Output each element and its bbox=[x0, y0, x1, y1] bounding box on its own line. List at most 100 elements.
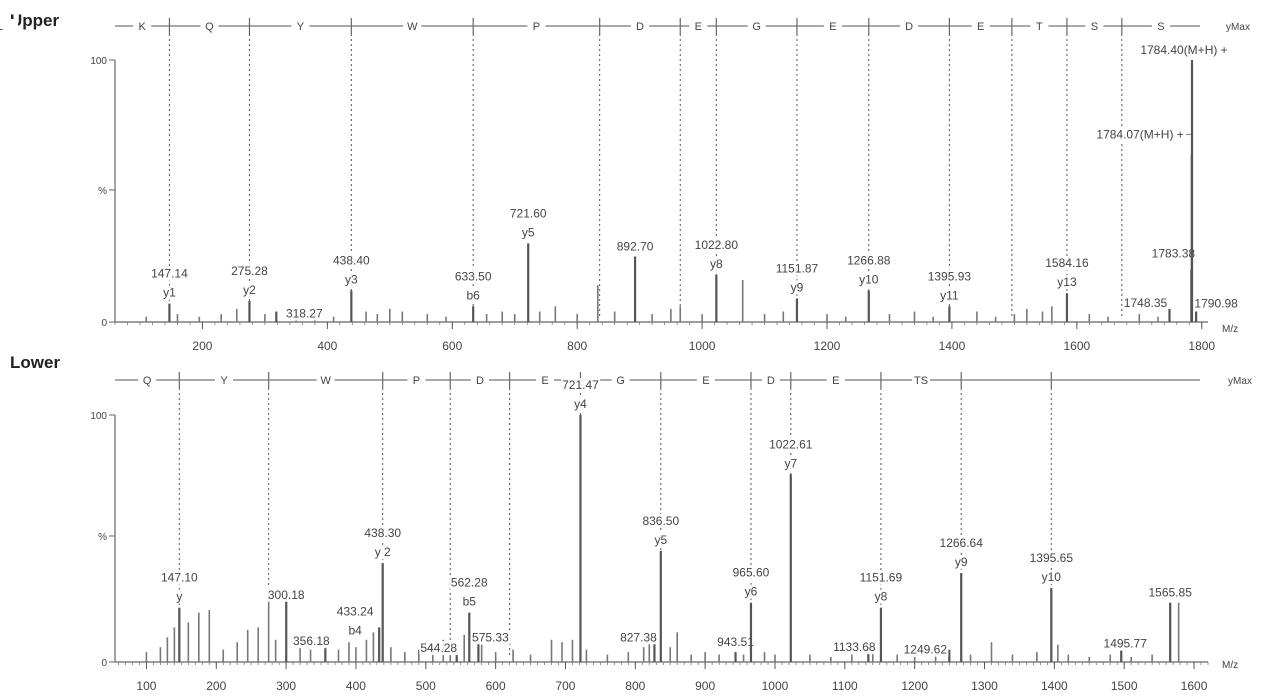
peak-label: 943.51 bbox=[717, 635, 754, 649]
peak-label-bg bbox=[832, 640, 877, 655]
peak-label-bg bbox=[902, 642, 949, 657]
x-tick-label: 300 bbox=[276, 679, 296, 693]
sequence-residue-label: S bbox=[1091, 21, 1098, 33]
ion-label-bg bbox=[373, 545, 393, 560]
peak-label: 300.18 bbox=[268, 588, 305, 602]
peak-label-bg bbox=[619, 630, 659, 645]
y-tick-label: 0 bbox=[101, 658, 107, 669]
residue-bg bbox=[200, 19, 219, 33]
peak-label-bg bbox=[1044, 256, 1090, 271]
ion-label-bg bbox=[343, 272, 359, 287]
ion-label-bg bbox=[783, 456, 799, 471]
ion-label: y bbox=[176, 590, 182, 604]
x-tick-label: 600 bbox=[486, 679, 506, 693]
x-axis-label: M/z bbox=[1222, 660, 1238, 671]
sequence-residue-label: D bbox=[636, 21, 644, 33]
peak-label-bg bbox=[284, 306, 324, 321]
residue-bg bbox=[912, 373, 931, 387]
ion-label-bg bbox=[743, 584, 759, 599]
ion-label: y11 bbox=[940, 288, 959, 302]
ion-label-bg bbox=[873, 589, 889, 604]
x-tick-label: 500 bbox=[416, 679, 436, 693]
x-tick-label: 1800 bbox=[1188, 339, 1215, 353]
residue-bg bbox=[761, 373, 780, 387]
residue-bg bbox=[407, 373, 426, 387]
residue-bg bbox=[214, 373, 233, 387]
peak-label: 1748.35 bbox=[1124, 296, 1168, 310]
ion-label-bg bbox=[1056, 275, 1078, 290]
peak-label: 1565.85 bbox=[1148, 586, 1192, 600]
peak-label: 827.38 bbox=[620, 630, 657, 644]
peak-label: 318.27 bbox=[286, 307, 323, 321]
residue-bg bbox=[316, 373, 335, 387]
ion-label-bg bbox=[789, 280, 805, 295]
y-axis-label: % bbox=[98, 532, 107, 543]
residue-bg bbox=[689, 19, 708, 33]
peak-label: 1783.38 bbox=[1152, 247, 1196, 261]
ion-label: y1 bbox=[163, 286, 176, 300]
sequence-residue-label: K bbox=[139, 21, 147, 33]
residue-bg bbox=[611, 373, 630, 387]
ion-label: y9 bbox=[791, 280, 804, 294]
residue-bg bbox=[1151, 19, 1170, 33]
ion-label-bg bbox=[708, 256, 724, 271]
peak-label: 1790.98 bbox=[1194, 297, 1238, 311]
peak-label: 1022.80 bbox=[695, 238, 739, 252]
peak-label: 836.50 bbox=[642, 514, 679, 528]
ion-label: y2 bbox=[243, 283, 256, 297]
peak-label: 275.28 bbox=[231, 264, 268, 278]
ymax-bg bbox=[1206, 19, 1272, 33]
peak-label-bg bbox=[335, 604, 375, 619]
peak-label: 356.18 bbox=[293, 634, 330, 648]
x-tick-label: 1600 bbox=[1181, 679, 1208, 693]
peak-label-bg bbox=[266, 587, 306, 602]
ion-label: y3 bbox=[345, 273, 358, 287]
peak-label-bg bbox=[331, 253, 372, 268]
peak-label: 633.50 bbox=[455, 269, 492, 283]
x-tick-label: 1400 bbox=[1041, 679, 1068, 693]
peak-label-bg bbox=[508, 206, 548, 221]
ion-label-bg bbox=[653, 532, 669, 547]
ymax-label: yMax bbox=[1226, 22, 1250, 33]
peak-label-bg bbox=[1102, 636, 1149, 651]
residue-bg bbox=[1085, 19, 1104, 33]
peak-label-bg bbox=[1150, 246, 1197, 261]
peak-label: 965.60 bbox=[733, 566, 770, 580]
peak-label: 1395.93 bbox=[928, 269, 972, 283]
ion-label: y8 bbox=[875, 590, 888, 604]
peak-label: 1784.40(M+H) + bbox=[1140, 43, 1227, 57]
lower-spectrum-panel: Lower Q Y W P D E G E D E TS yMax 100% 0 100 200 300 400 50… bbox=[10, 353, 1274, 693]
y-tick-label: 100 bbox=[90, 56, 107, 67]
sequence-residue-label: E bbox=[832, 375, 839, 387]
sequence-residue-label: Q bbox=[205, 21, 214, 33]
residue-bg bbox=[696, 373, 715, 387]
sequence-residue-label: S bbox=[1157, 21, 1164, 33]
peak-label: 892.70 bbox=[617, 240, 654, 254]
residue-bg bbox=[470, 373, 489, 387]
peak-label: 438.40 bbox=[333, 254, 370, 268]
residue-bg bbox=[971, 19, 990, 33]
x-tick-label: 1400 bbox=[939, 339, 966, 353]
ion-label: y13 bbox=[1057, 275, 1077, 289]
ion-label: y10 bbox=[1042, 570, 1062, 584]
residue-bg bbox=[133, 19, 152, 33]
residue-bg bbox=[138, 373, 157, 387]
ion-label-bg bbox=[573, 397, 589, 411]
x-tick-label: 900 bbox=[695, 679, 715, 693]
sequence-residue-label: P bbox=[413, 375, 420, 387]
residue-bg bbox=[900, 19, 919, 33]
sequence-residue-label: T bbox=[1036, 21, 1043, 33]
residue-bg bbox=[826, 373, 845, 387]
x-tick-label: 1000 bbox=[689, 339, 716, 353]
x-tick-label: 1200 bbox=[814, 339, 841, 353]
ion-label-bg bbox=[162, 285, 178, 300]
ion-label: y4 bbox=[574, 397, 587, 411]
sequence-residue-label: W bbox=[320, 375, 331, 387]
peak-label-bg bbox=[1193, 296, 1240, 311]
peak-label-bg bbox=[1139, 43, 1229, 57]
peak-label: 438.30 bbox=[364, 526, 401, 540]
residue-bg bbox=[403, 19, 422, 33]
residue-bg bbox=[291, 19, 310, 33]
x-tick-label: 1000 bbox=[762, 679, 789, 693]
ion-label: y5 bbox=[654, 533, 667, 547]
